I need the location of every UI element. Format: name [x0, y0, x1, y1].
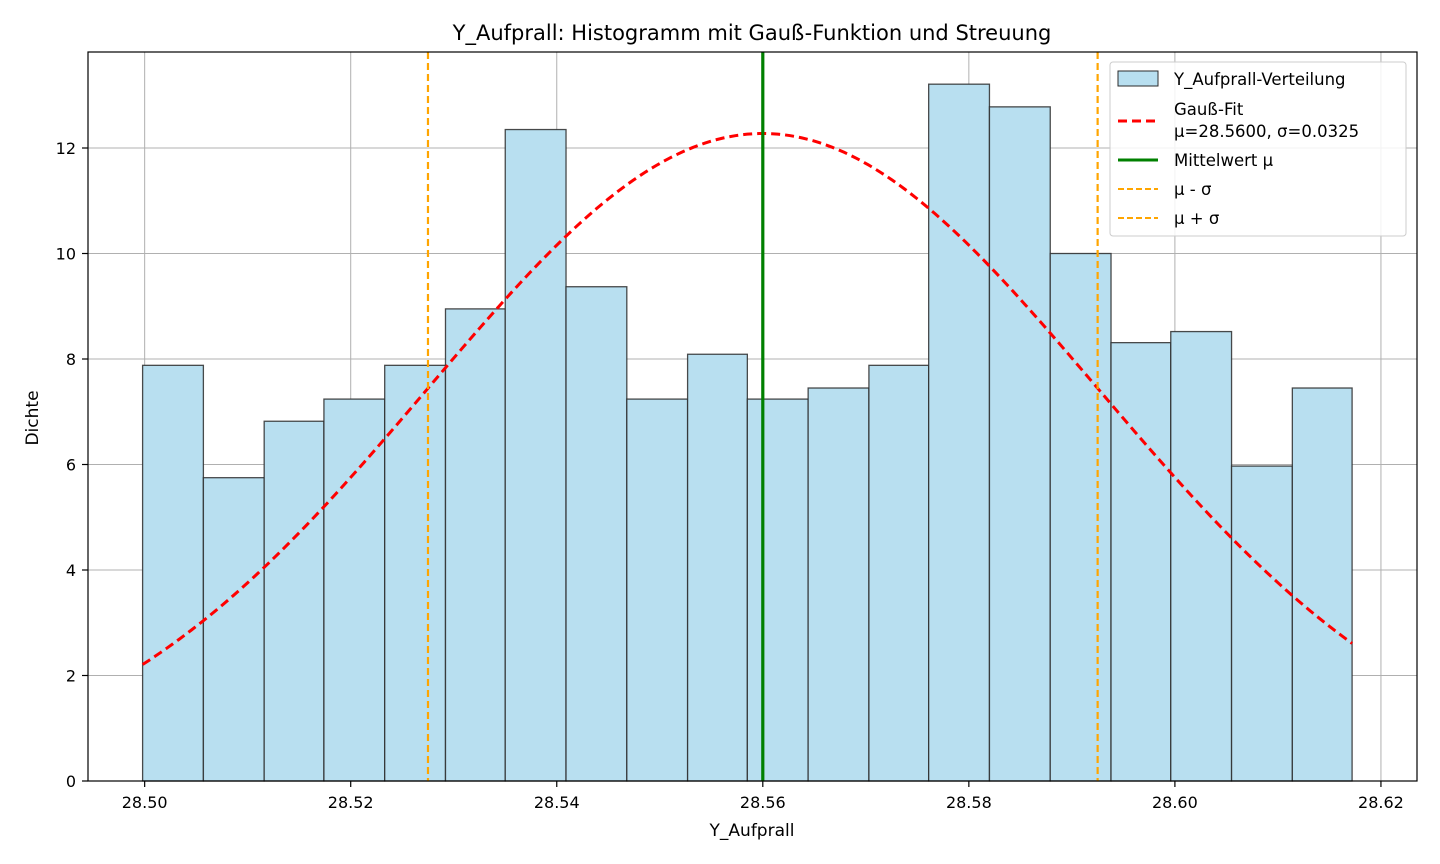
histogram-bar: [444, 308, 506, 782]
histogram-bar: [868, 364, 930, 782]
histogram-bar: [202, 477, 265, 782]
legend-gauss-fit-label-line1: Gauß-Fit: [1174, 100, 1244, 119]
plot-frame: [87, 51, 1418, 782]
histogram-bar: [1230, 465, 1293, 782]
gauss-fit-curve: [141, 132, 1353, 666]
histogram-bar: [1110, 342, 1172, 782]
legend-frame: [1109, 61, 1407, 237]
histogram-bar: [504, 128, 567, 782]
y-tick-label: 8: [66, 350, 76, 369]
histogram-bar: [686, 353, 748, 782]
y-tick-label: 10: [56, 245, 76, 264]
y-tick-label: 6: [66, 456, 76, 475]
x-tick-label: 28.62: [1358, 793, 1404, 812]
histogram-bar: [141, 364, 205, 782]
histogram-bar: [807, 387, 870, 782]
histogram-bar: [1291, 387, 1353, 782]
y-tick-label: 12: [56, 139, 76, 158]
overlay-lines: [141, 52, 1353, 781]
histogram-bars: [141, 83, 1353, 782]
histogram-bar: [263, 420, 325, 782]
x-axis-label: Y_Aufprall: [709, 821, 795, 841]
histogram-bar: [988, 106, 1051, 782]
legend: Y_Aufprall-Verteilung Gauß-Fit μ=28.5600…: [1109, 61, 1407, 237]
x-axis-ticks: 28.50 28.52 28.54 28.56 28.58 28.60 28.62: [122, 781, 1404, 812]
chart-title: Y_Aufprall: Histogramm mit Gauß-Funktion…: [452, 21, 1052, 46]
x-tick-label: 28.52: [328, 793, 374, 812]
histogram-bar: [746, 398, 809, 782]
x-tick-label: 28.60: [1152, 793, 1198, 812]
legend-histogram-swatch: [1117, 70, 1159, 87]
y-tick-label: 2: [66, 667, 76, 686]
legend-gauss-fit-label-line2: μ=28.5600, σ=0.0325: [1174, 122, 1359, 141]
x-tick-label: 28.56: [740, 793, 786, 812]
histogram-bar: [928, 83, 991, 782]
legend-histogram-label: Y_Aufprall-Verteilung: [1173, 70, 1346, 90]
x-tick-label: 28.58: [946, 793, 992, 812]
x-tick-label: 28.54: [534, 793, 580, 812]
y-axis-label: Dichte: [23, 390, 43, 445]
histogram-bar: [384, 364, 447, 782]
histogram-bar: [626, 398, 689, 782]
y-axis-ticks: 0 2 4 6 8 10 12: [56, 139, 88, 791]
histogram-bar: [1170, 330, 1233, 782]
y-tick-label: 4: [66, 561, 76, 580]
legend-mean-label: Mittelwert μ: [1174, 151, 1274, 170]
legend-plus-sigma-label: μ + σ: [1174, 209, 1219, 228]
x-tick-label: 28.50: [122, 793, 168, 812]
legend-minus-sigma-label: μ - σ: [1174, 180, 1211, 199]
histogram-bar: [1049, 252, 1112, 782]
histogram-bar: [323, 398, 386, 782]
y-tick-label: 0: [66, 772, 76, 791]
histogram-bar: [565, 286, 628, 782]
